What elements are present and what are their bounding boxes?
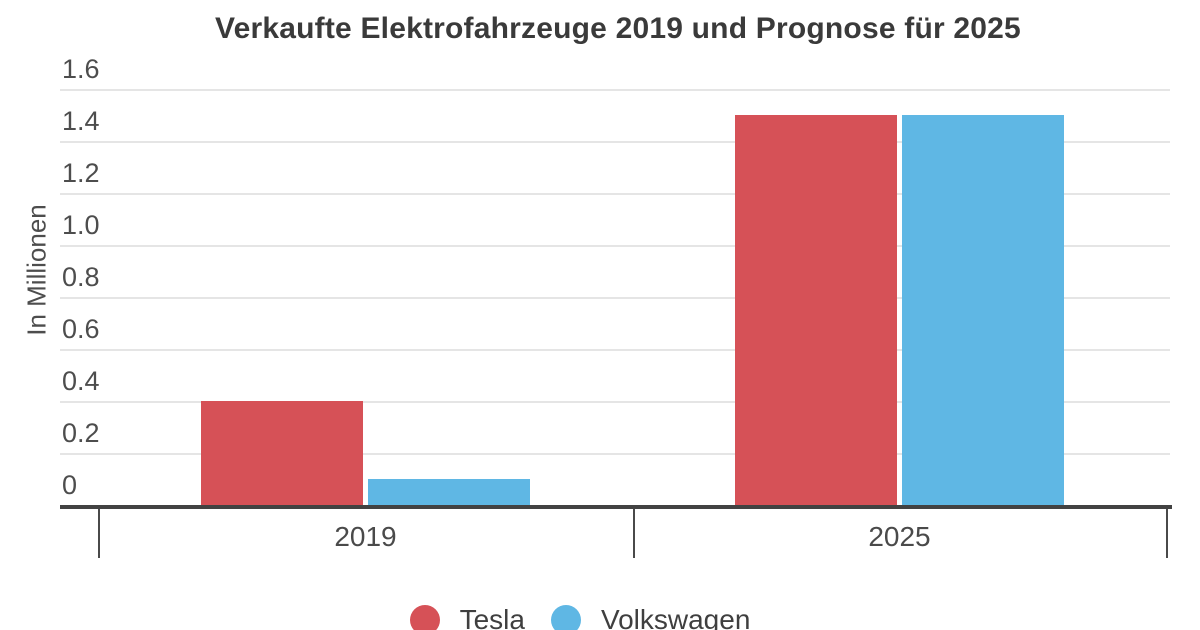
x-axis-tick <box>633 509 635 558</box>
bar-volkswagen-2025 <box>902 115 1064 505</box>
chart-title: Verkaufte Elektrofahrzeuge 2019 und Prog… <box>215 12 1021 45</box>
y-axis-title: In Millionen <box>21 204 52 336</box>
y-gridline <box>60 193 1170 195</box>
y-tick-label: 0.8 <box>62 262 100 292</box>
y-gridline <box>60 401 1170 403</box>
y-gridline <box>60 141 1170 143</box>
legend-item-tesla: Tesla <box>409 601 525 630</box>
legend: Tesla Volkswagen <box>0 601 1180 630</box>
bar-tesla-2025 <box>735 115 897 505</box>
y-gridline <box>60 453 1170 455</box>
bar-tesla-2019 <box>201 401 363 505</box>
legend-label: Tesla <box>459 604 525 630</box>
legend-label: Volkswagen <box>600 604 751 630</box>
legend-swatch-icon <box>550 605 581 630</box>
legend-item-volkswagen: Volkswagen <box>550 601 751 630</box>
y-tick-label: 0.2 <box>62 418 100 448</box>
y-tick-label: 0.6 <box>62 314 100 344</box>
legend-swatch-icon <box>409 605 440 630</box>
y-gridline <box>60 89 1170 91</box>
x-category-label: 2025 <box>868 521 931 552</box>
y-tick-label: 1.2 <box>62 158 100 188</box>
x-axis-tick <box>98 509 100 558</box>
y-tick-label: 0 <box>62 470 78 500</box>
y-tick-label: 1.4 <box>62 106 100 136</box>
y-gridline <box>60 349 1170 351</box>
y-tick-label: 1.0 <box>62 210 100 240</box>
y-gridline <box>60 297 1170 299</box>
x-axis-tick <box>1166 509 1168 558</box>
y-gridline <box>60 245 1170 247</box>
x-category-label: 2019 <box>334 521 397 552</box>
x-axis-line <box>60 505 1172 509</box>
y-tick-label: 0.4 <box>62 366 100 396</box>
y-tick-label: 1.6 <box>62 54 100 84</box>
bar-volkswagen-2019 <box>368 479 530 505</box>
